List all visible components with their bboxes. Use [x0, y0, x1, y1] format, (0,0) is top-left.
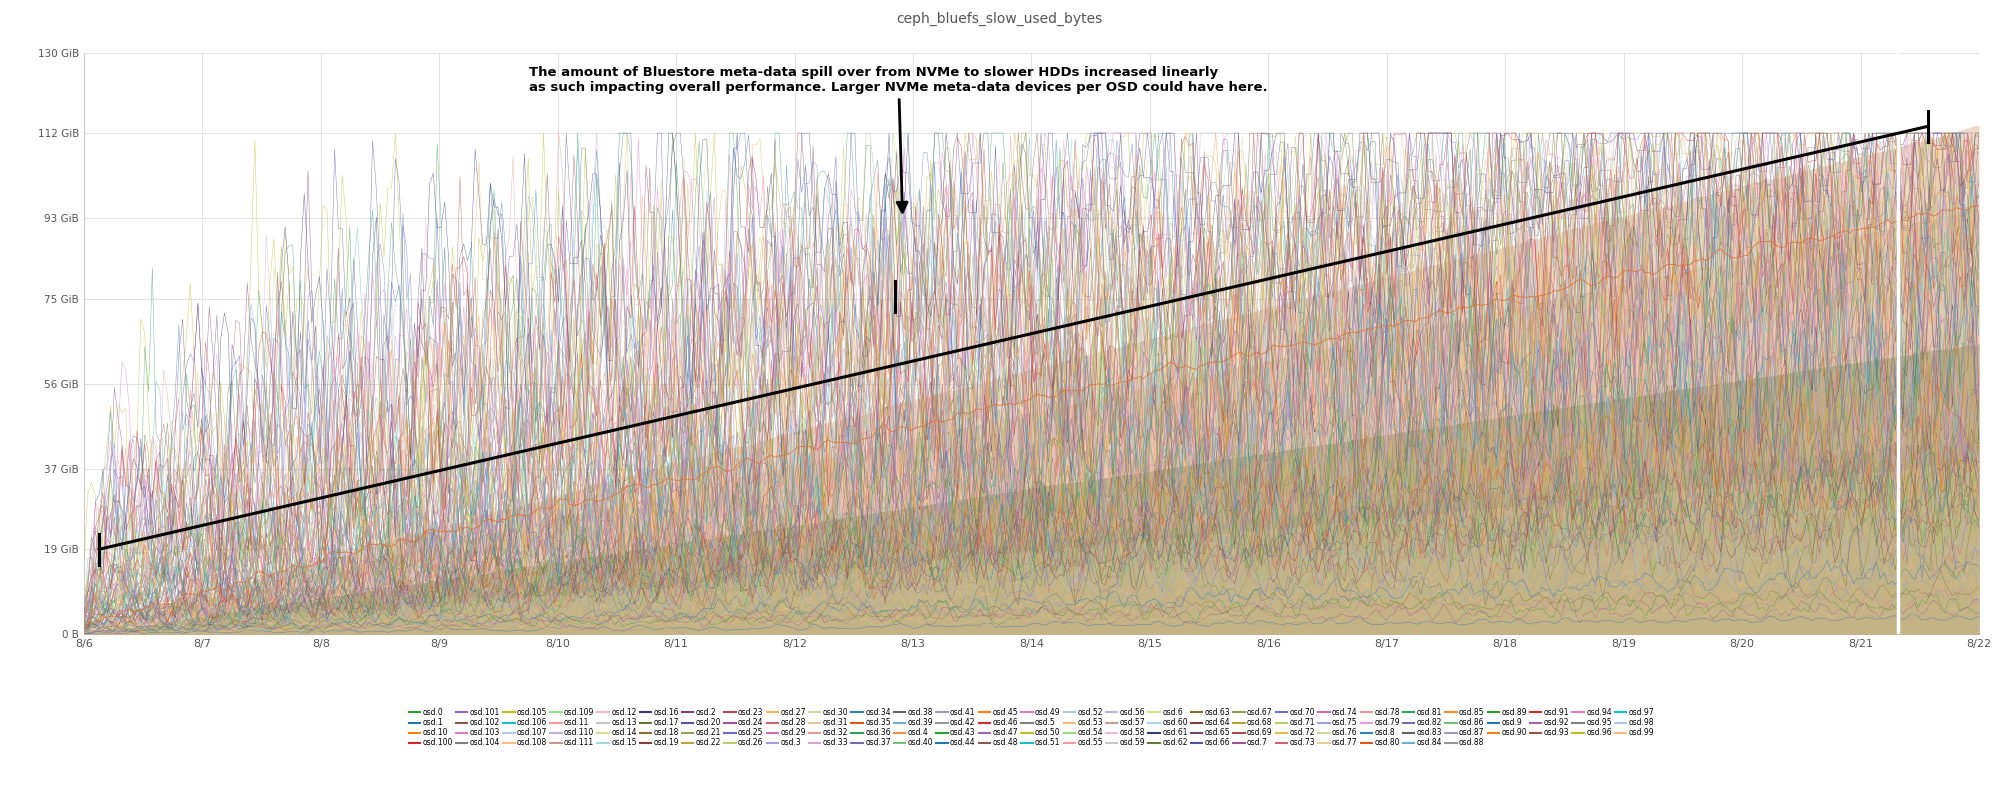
Legend: osd.0, osd.1, osd.10, osd.100, osd.101, osd.102, osd.103, osd.104, osd.105, osd.: osd.0, osd.1, osd.10, osd.100, osd.101, … [406, 705, 1656, 751]
Text: ceph_bluefs_slow_used_bytes: ceph_bluefs_slow_used_bytes [895, 12, 1103, 27]
Text: The amount of Bluestore meta-data spill over from NVMe to slower HDDs increased : The amount of Bluestore meta-data spill … [529, 66, 1267, 213]
